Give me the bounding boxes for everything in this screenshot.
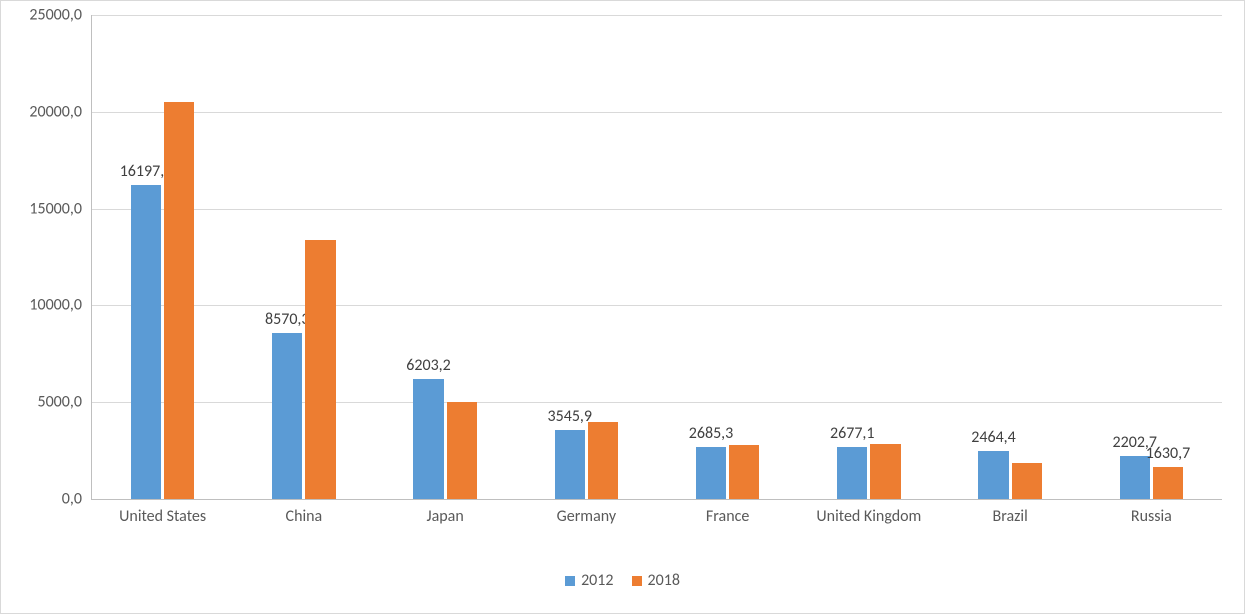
bar (696, 447, 726, 499)
x-tick-label: Brazil (940, 507, 1081, 526)
gridline (92, 402, 1222, 403)
y-tick-label: 15000,0 (29, 199, 82, 218)
gridline (92, 112, 1222, 113)
legend-label: 2012 (581, 571, 613, 590)
x-tick-label: France (657, 507, 798, 526)
x-tick-label: United States (92, 507, 233, 526)
data-label: 2464,4 (971, 428, 1016, 447)
x-tick-label: Japan (375, 507, 516, 526)
data-label: 3545,9 (547, 407, 592, 426)
legend-item: 2018 (632, 571, 680, 590)
y-tick-label: 5000,0 (37, 393, 82, 412)
y-tick-label: 10000,0 (29, 296, 82, 315)
data-label: 1630,7 (1146, 444, 1191, 463)
gridline (92, 305, 1222, 306)
gridline (92, 15, 1222, 16)
y-tick-label: 0,0 (62, 490, 82, 509)
x-tick-label: China (233, 507, 374, 526)
bar (555, 430, 585, 499)
y-tick-label: 25000,0 (29, 6, 82, 25)
legend: 2012 2018 (1, 571, 1244, 590)
x-tick-label: Russia (1081, 507, 1222, 526)
bar (413, 379, 443, 499)
legend-swatch (565, 576, 575, 586)
bar (588, 422, 618, 499)
bar (978, 451, 1008, 499)
data-label: 8570,3 (265, 310, 310, 329)
plot-area: 0,05000,010000,015000,020000,025000,0161… (91, 15, 1222, 500)
data-label: 2677,1 (830, 424, 875, 443)
chart-container: 0,05000,010000,015000,020000,025000,0161… (0, 0, 1245, 614)
bar (272, 333, 302, 499)
bar (131, 185, 161, 499)
bar (1153, 467, 1183, 499)
data-label: 6203,2 (406, 356, 451, 375)
legend-item: 2012 (565, 571, 613, 590)
gridline (92, 209, 1222, 210)
bar (1012, 463, 1042, 499)
bar (729, 445, 759, 499)
y-tick-label: 20000,0 (29, 102, 82, 121)
legend-label: 2018 (648, 571, 680, 590)
legend-swatch (632, 576, 642, 586)
bar (447, 402, 477, 499)
bar (164, 102, 194, 499)
x-tick-label: United Kingdom (798, 507, 939, 526)
data-label: 2685,3 (689, 424, 734, 443)
bar (305, 240, 335, 499)
bar (837, 447, 867, 499)
bar (870, 444, 900, 499)
x-tick-label: Germany (516, 507, 657, 526)
